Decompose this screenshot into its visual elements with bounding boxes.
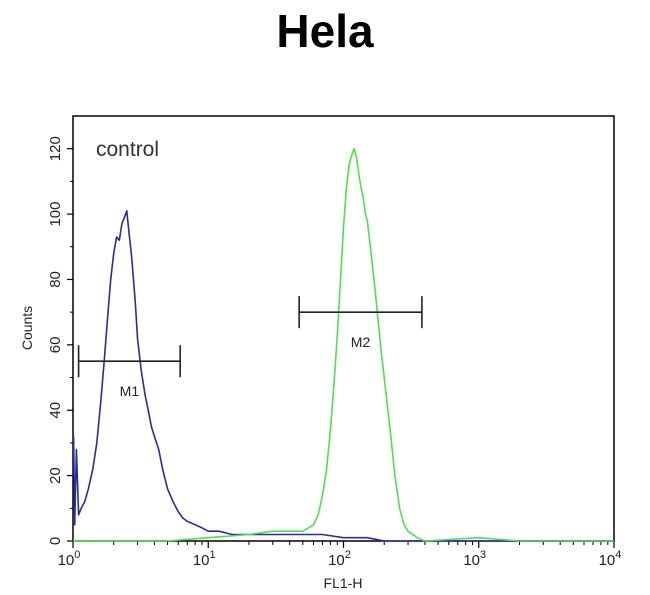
y-tick-label: 100 bbox=[47, 202, 64, 227]
x-tick-base: 10 bbox=[328, 552, 345, 569]
x-tick-label: 103 bbox=[463, 549, 486, 569]
y-tick-label: 0 bbox=[47, 537, 64, 545]
x-tick-base: 10 bbox=[193, 552, 210, 569]
x-tick-label: 101 bbox=[193, 549, 216, 569]
y-tick-label: 60 bbox=[47, 337, 64, 354]
x-tick-exponent: 0 bbox=[74, 549, 80, 561]
gate-m2-label: M2 bbox=[351, 334, 371, 350]
y-tick-label: 20 bbox=[47, 467, 64, 484]
x-tick-exponent: 1 bbox=[210, 549, 216, 561]
y-axis-label: Counts bbox=[19, 306, 35, 350]
y-tick-label: 120 bbox=[47, 136, 64, 161]
series-layer bbox=[72, 147, 614, 542]
x-tick-exponent: 4 bbox=[615, 549, 621, 561]
x-tick-base: 10 bbox=[599, 552, 616, 569]
plot-frame bbox=[72, 115, 615, 542]
x-axis-label: FL1-H bbox=[324, 575, 363, 591]
x-tick-exponent: 3 bbox=[480, 549, 486, 561]
series-line-1 bbox=[72, 210, 614, 542]
series-line-2 bbox=[73, 147, 614, 542]
x-tick-exponent: 2 bbox=[345, 549, 351, 561]
gate-m1-label: M1 bbox=[120, 383, 140, 399]
x-tick-base: 10 bbox=[463, 552, 480, 569]
x-tick-label: 102 bbox=[328, 549, 351, 569]
y-tick-label: 40 bbox=[47, 402, 64, 419]
x-tick-label: 100 bbox=[58, 549, 81, 569]
x-tick-base: 10 bbox=[58, 552, 75, 569]
y-tick-label: 80 bbox=[47, 271, 64, 288]
control-annotation: control bbox=[96, 138, 159, 161]
chart-title: Hela bbox=[276, 5, 374, 57]
x-tick-label: 104 bbox=[599, 549, 622, 569]
gates-layer: M1 M2 bbox=[77, 296, 423, 399]
